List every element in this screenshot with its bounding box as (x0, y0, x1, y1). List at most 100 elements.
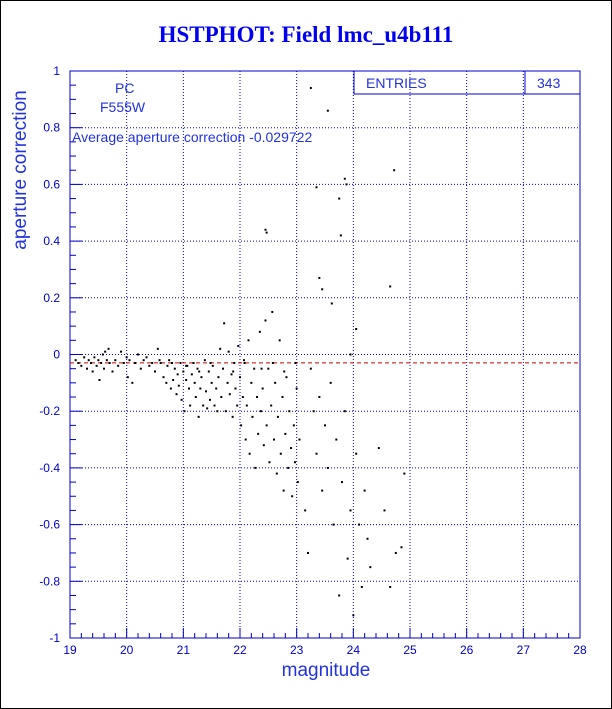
data-point (264, 319, 267, 322)
data-point (105, 359, 108, 362)
data-point (156, 347, 159, 350)
y-tick-label: -0.2 (39, 404, 60, 418)
data-point (284, 432, 287, 435)
data-point (332, 523, 335, 526)
data-point (234, 387, 237, 390)
axes (69, 70, 581, 639)
data-point (219, 347, 222, 350)
tick-labels: 19 20 21 22 23 24 25 26 27 28 -1 -0.8 -0.6 -0.4 -0.2 0 0… (39, 64, 587, 657)
data-point (242, 359, 245, 362)
data-point (293, 461, 296, 464)
data-point (343, 410, 346, 413)
data-point (126, 376, 129, 379)
data-point (177, 384, 180, 387)
data-point (220, 396, 223, 399)
data-point (209, 362, 212, 365)
data-point (166, 364, 169, 367)
data-point (309, 367, 312, 370)
data-point (315, 186, 318, 189)
data-point (173, 367, 176, 370)
data-point (326, 466, 329, 469)
data-point (315, 452, 318, 455)
data-point (197, 415, 200, 418)
data-point (296, 481, 299, 484)
data-point (237, 344, 240, 347)
data-point (326, 109, 329, 112)
data-point (189, 404, 192, 407)
data-point (279, 452, 282, 455)
data-point (251, 415, 254, 418)
x-tick-label: 22 (233, 643, 247, 657)
data-point (87, 359, 90, 362)
data-point (193, 381, 196, 384)
data-point (261, 387, 264, 390)
data-point (346, 557, 349, 560)
data-point (162, 376, 165, 379)
data-point (291, 495, 294, 498)
data-point (247, 339, 250, 342)
data-point (400, 546, 403, 549)
data-point (77, 362, 80, 365)
data-point (125, 356, 128, 359)
average-correction-text: Average aperture correction -0.029722 (72, 129, 312, 145)
data-point (169, 387, 172, 390)
data-point (199, 387, 202, 390)
data-point (232, 370, 235, 373)
data-point (321, 489, 324, 492)
data-point (186, 364, 189, 367)
stats-entries-value: 343 (537, 75, 561, 91)
data-point (335, 438, 338, 441)
data-point (307, 551, 309, 554)
data-point (341, 481, 343, 484)
y-tick-label: 0 (53, 348, 60, 362)
data-point (185, 364, 188, 367)
x-tick-label: 28 (573, 643, 587, 657)
data-point (349, 353, 352, 356)
data-point (394, 551, 397, 554)
data-point (292, 424, 295, 427)
data-point (183, 410, 186, 413)
y-tick-label: 0.2 (43, 291, 60, 305)
x-tick-label: 21 (177, 643, 191, 657)
data-point (131, 381, 134, 384)
data-point (172, 379, 175, 382)
data-point (271, 310, 274, 313)
data-point (233, 362, 236, 365)
data-point (245, 404, 248, 407)
data-point (190, 373, 193, 376)
data-point (168, 359, 171, 362)
y-tick-label: -1 (49, 631, 60, 645)
data-point (244, 438, 247, 441)
data-point (275, 472, 278, 475)
x-tick-label: 23 (290, 643, 304, 657)
data-point (142, 359, 145, 362)
data-point (95, 364, 98, 367)
data-point (192, 362, 195, 365)
data-point (260, 367, 263, 370)
data-point (154, 370, 156, 373)
x-tick-label: 24 (347, 643, 361, 657)
data-point (366, 537, 369, 540)
data-point (104, 350, 107, 353)
data-points (74, 87, 406, 617)
data-point (231, 415, 234, 418)
data-point (185, 379, 188, 382)
data-point (98, 379, 101, 382)
data-point (128, 359, 131, 362)
x-tick-label: 26 (460, 643, 474, 657)
data-point (91, 370, 94, 373)
y-tick-label: 0.4 (43, 234, 60, 248)
data-point (122, 362, 125, 365)
data-point (159, 362, 162, 365)
data-point (108, 362, 111, 365)
data-point (283, 370, 286, 373)
data-point (80, 364, 83, 367)
data-point (89, 362, 92, 365)
data-point (278, 339, 281, 342)
data-point (176, 373, 179, 376)
data-point (258, 330, 261, 333)
data-point (228, 393, 231, 396)
data-point (321, 288, 324, 291)
data-point (290, 447, 292, 450)
